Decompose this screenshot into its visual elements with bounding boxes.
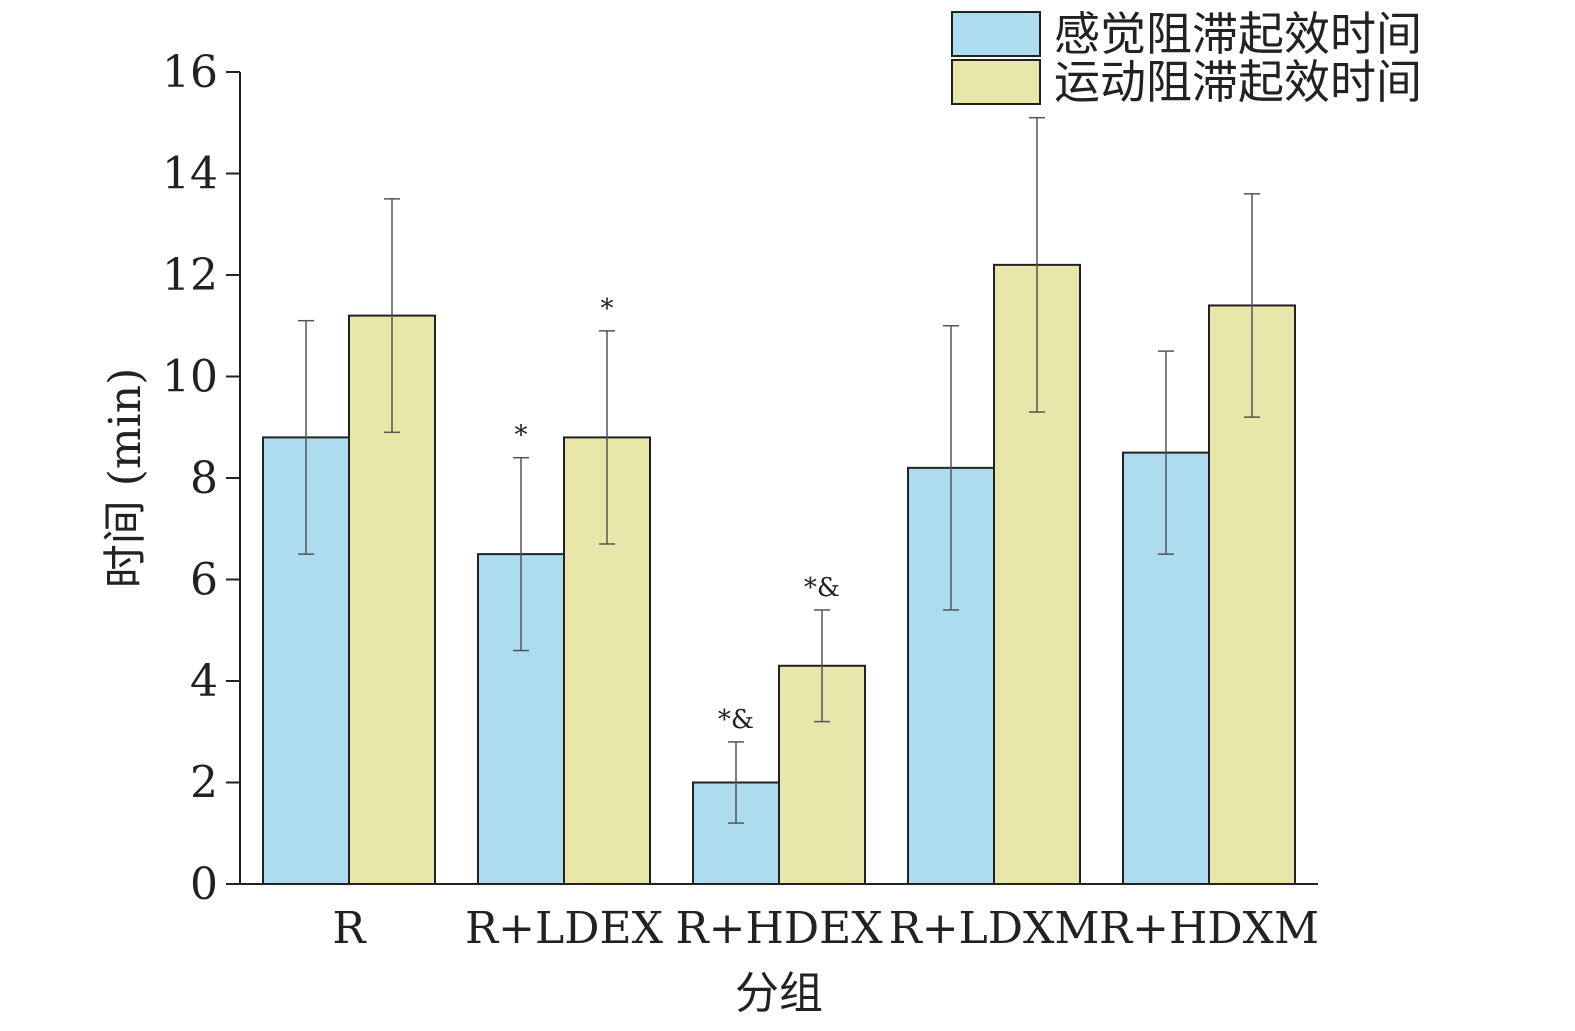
significance-label: * [515, 421, 528, 451]
labels: 0 2 4 6 8 10 12 14 16 R R+LDEX R+HDEX R+LDXM R+HDXM 分组… [100, 47, 1319, 1019]
significance-label: * [601, 294, 614, 324]
y-tick-label: 14 [162, 149, 218, 200]
x-tick-label: R+LDXM [889, 903, 1100, 954]
legend-swatch [951, 59, 1041, 105]
legend-label: 感觉阻滞起效时间 [1054, 7, 1422, 61]
significance-label: *& [804, 573, 840, 603]
error-bars [298, 116, 1260, 824]
significance-label: *& [718, 705, 754, 735]
y-tick-label: 12 [162, 250, 218, 301]
x-tick-label: R [332, 903, 367, 954]
x-tick-label: R+LDEX [465, 903, 664, 954]
x-axis-title: 分组 [735, 968, 823, 1019]
legend-label: 运动阻滞起效时间 [1054, 55, 1422, 109]
x-tick-label: R+HDXM [1099, 903, 1319, 954]
x-tick-label: R+HDEX [675, 903, 883, 954]
y-tick-label: 8 [190, 453, 218, 504]
y-axis-title: 时间 (min) [100, 368, 151, 588]
y-tick-label: 6 [190, 555, 218, 606]
legend-swatch [951, 11, 1041, 57]
y-tick-label: 2 [190, 758, 218, 809]
bars [262, 263, 1296, 886]
significance-marks: * * *& *& [515, 294, 841, 735]
y-tick-label: 4 [190, 656, 218, 707]
y-tick-label: 10 [162, 352, 218, 403]
y-tick-label: 16 [162, 47, 218, 98]
y-tick-label: 0 [190, 859, 218, 910]
